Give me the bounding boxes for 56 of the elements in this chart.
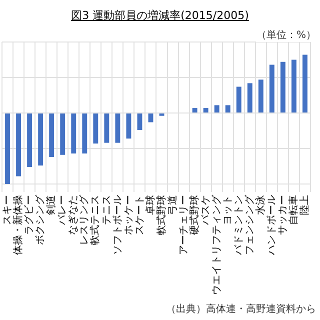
x-tick-label: バレー <box>57 195 68 226</box>
x-tick-label: 軟式テニス <box>89 195 102 245</box>
x-tick-label: 水泳 <box>254 195 266 215</box>
x-tick-label: ソフトボール <box>112 195 124 255</box>
x-tick-label: スキー <box>2 195 14 225</box>
x-tick-label: 弓道 <box>166 195 178 215</box>
bar <box>93 114 98 144</box>
x-tick-label: 自転車 <box>288 195 300 225</box>
x-tick-label: 体操・新体操 <box>12 195 24 255</box>
bar <box>214 105 220 112</box>
bar <box>71 114 76 154</box>
x-tick-label: 軟式野球 <box>155 195 168 235</box>
bar <box>203 108 208 112</box>
x-tick-label: テニス <box>101 195 112 225</box>
bar <box>49 114 54 158</box>
bar <box>302 54 308 112</box>
bar <box>5 114 10 184</box>
bar <box>16 114 22 176</box>
bar <box>280 62 286 112</box>
bar <box>126 114 132 139</box>
bar <box>60 114 66 155</box>
x-tick-label: スケート <box>134 195 146 235</box>
bar <box>104 114 110 143</box>
x-tick-label: レスリング <box>79 194 90 245</box>
x-tick-label: ボクシング <box>35 194 46 245</box>
bar <box>269 64 274 112</box>
x-tick-label: なぎなた <box>68 195 80 235</box>
bar <box>137 114 142 130</box>
x-tick-label: バスケ <box>200 195 212 226</box>
x-tick-label: 硬式野球 <box>188 195 200 235</box>
bar <box>291 60 296 112</box>
bar <box>115 114 120 143</box>
x-tick-label: アーチェリー <box>178 195 190 255</box>
x-tick-label: ラグビー <box>24 195 36 235</box>
x-tick-label: ハンドボール <box>266 195 278 256</box>
x-tick-label: 卓球 <box>144 195 156 215</box>
x-tick-label: サッカー <box>278 195 289 235</box>
x-tick-label: フェンシング <box>244 194 256 255</box>
text: （出典）高体連・高野連資料から <box>166 302 316 316</box>
bar <box>258 80 264 112</box>
bar <box>27 114 32 167</box>
bar <box>38 114 44 166</box>
x-tick-label: ヨット <box>222 195 234 225</box>
bar <box>148 114 154 122</box>
chart-title: 図3 運動部員の増減率(2015/2005) <box>71 9 249 22</box>
x-tick-label: ホッケー <box>123 195 134 235</box>
x-tick-label: 剣道 <box>45 195 58 215</box>
bar <box>225 105 230 112</box>
bar <box>82 114 88 154</box>
x-tick-label: 陸上 <box>298 195 311 215</box>
bar <box>247 83 252 112</box>
text: （単位：%） <box>256 28 316 42</box>
bar <box>236 86 242 112</box>
bar <box>192 108 198 112</box>
x-tick-label: ウエイトリフティング <box>211 194 222 295</box>
x-tick-label: バドミントン <box>233 195 244 256</box>
